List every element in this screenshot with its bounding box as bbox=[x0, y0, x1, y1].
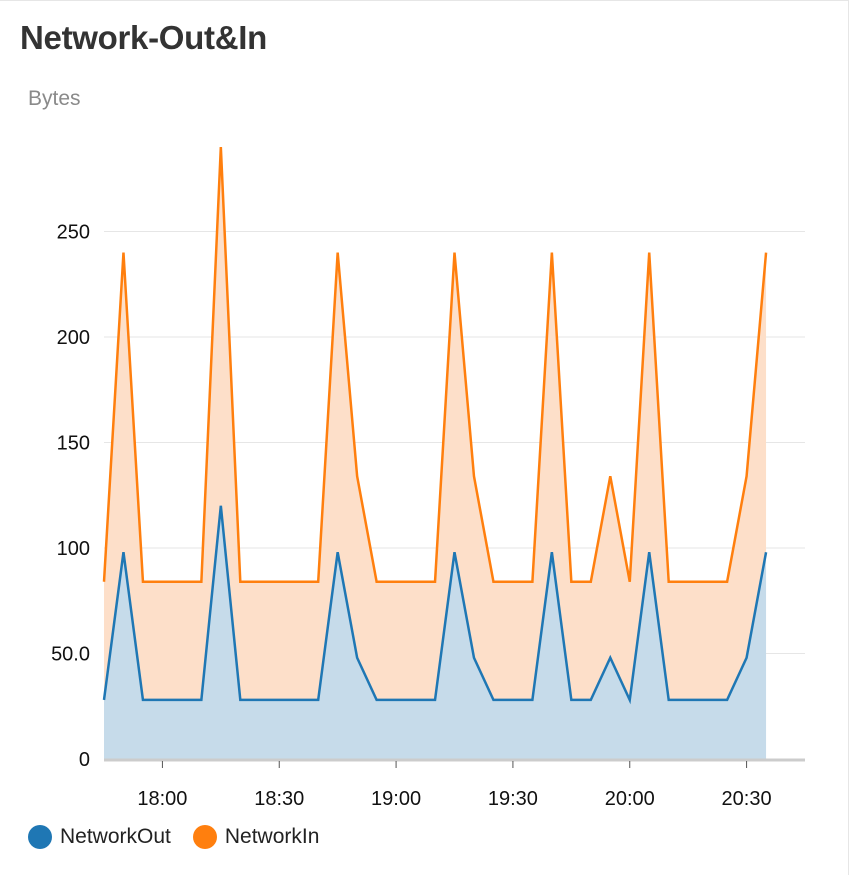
legend-item-networkout[interactable]: NetworkOut bbox=[28, 825, 171, 849]
area-networkin bbox=[104, 147, 767, 700]
y-tick-label: 50.0 bbox=[51, 644, 90, 666]
legend-label-networkin: NetworkIn bbox=[224, 825, 320, 848]
legend-swatch-networkout bbox=[28, 825, 52, 849]
x-tick-label: 18:30 bbox=[254, 788, 304, 810]
legend-label-networkout: NetworkOut bbox=[60, 825, 171, 848]
legend: NetworkOut NetworkIn bbox=[28, 825, 341, 849]
legend-item-networkin[interactable]: NetworkIn bbox=[192, 825, 320, 849]
x-tick-label: 19:00 bbox=[371, 788, 421, 810]
x-tick-label: 19:30 bbox=[488, 788, 538, 810]
line-networkin bbox=[102, 147, 768, 584]
y-tick-label: 200 bbox=[57, 327, 90, 349]
area-chart: 0 50.0 100 150 200 250 18:00 18:30 19:00 19:30 20:… bbox=[51, 147, 805, 810]
y-tick-label: 250 bbox=[57, 222, 90, 244]
chart-title: Network-Out&In bbox=[20, 19, 267, 56]
x-tick-label: 20:30 bbox=[722, 788, 772, 810]
y-tick-label: 150 bbox=[57, 433, 90, 455]
line-networkout bbox=[102, 505, 768, 705]
area-networkout bbox=[104, 505, 767, 759]
x-tick-label: 20:00 bbox=[605, 788, 655, 810]
y-tick-label: 100 bbox=[57, 538, 90, 560]
legend-swatch-networkin bbox=[192, 825, 217, 849]
y-tick-label: 0 bbox=[79, 749, 90, 771]
y-axis-label: Bytes bbox=[28, 87, 81, 110]
x-tick-label: 18:00 bbox=[137, 788, 187, 810]
